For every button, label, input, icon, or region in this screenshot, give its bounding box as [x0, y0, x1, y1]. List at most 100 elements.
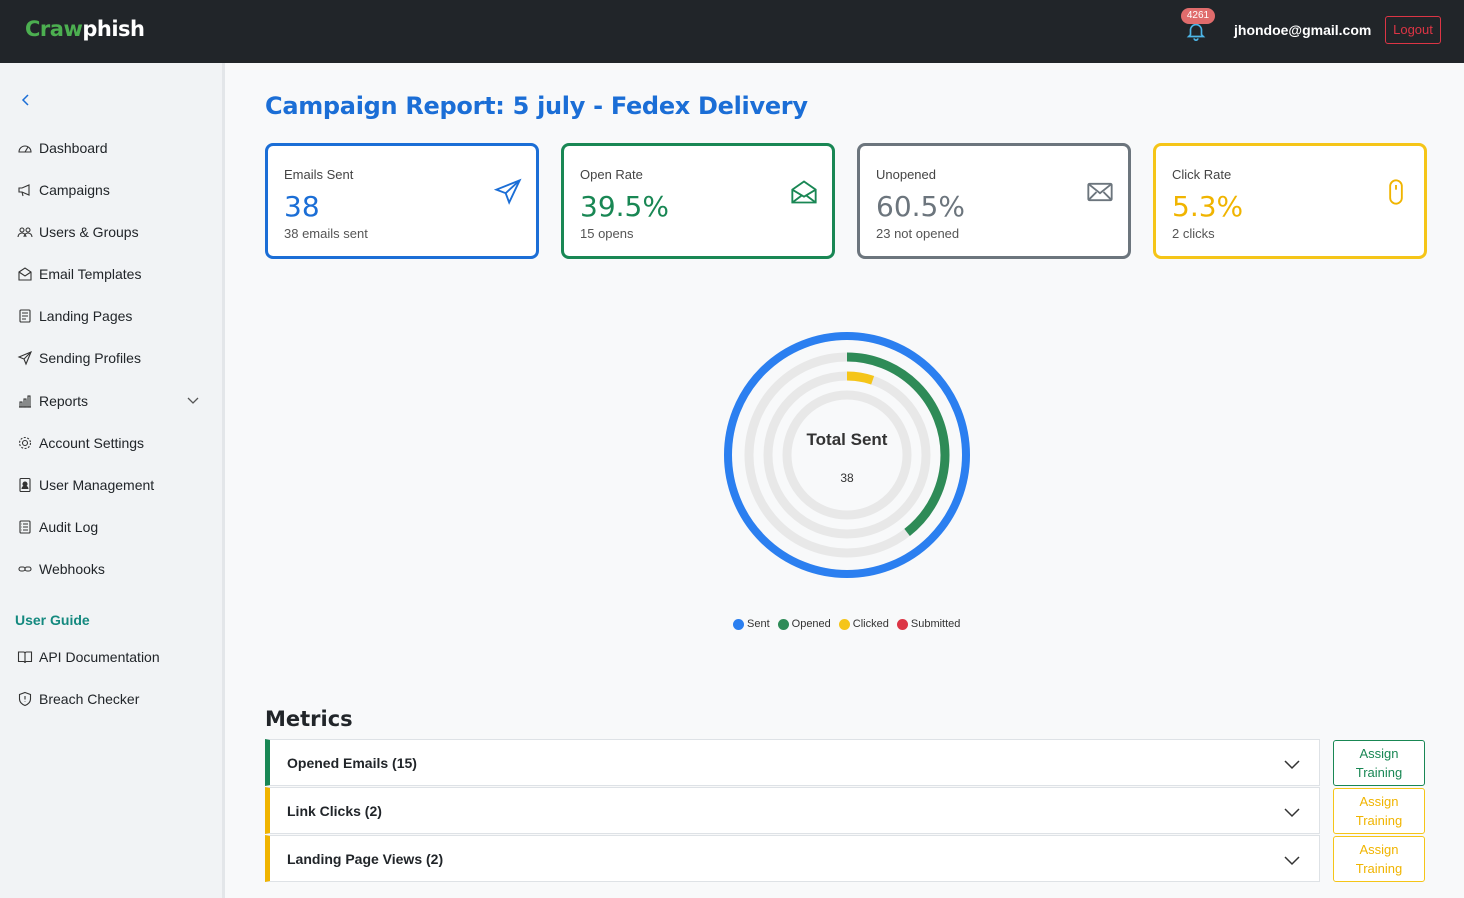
ring-arc-sent[interactable] [724, 332, 970, 578]
sidebar-item-label: Reports [39, 393, 89, 409]
card-subtext: 15 opens [580, 226, 634, 241]
chevron-down-icon[interactable] [1283, 851, 1301, 869]
ring-track-submitted [782, 390, 912, 520]
sidebar-item-label: Breach Checker [39, 691, 140, 707]
legend-label: Submitted [910, 618, 961, 630]
sidebar-item-users-groups[interactable]: Users & Groups [0, 217, 222, 247]
top-navbar: Crawphish 4261 jhondoe@gmail.com Logout [0, 0, 1464, 63]
chart-center-value: 38 [840, 471, 854, 485]
link-icon [18, 566, 32, 572]
sidebar-item-api-documentation[interactable]: API Documentation [0, 642, 222, 672]
open-rate-card: Open Rate 39.5% 15 opens [561, 143, 835, 259]
legend-item-sent[interactable]: Sent [733, 618, 770, 630]
gear-icon [18, 436, 32, 450]
card-label: Click Rate [1172, 167, 1232, 182]
legend-swatch [777, 618, 789, 630]
legend-item-opened[interactable]: Opened [777, 618, 831, 630]
card-value: 39.5% [580, 190, 669, 223]
envelope-open-icon [18, 267, 32, 281]
logout-button[interactable]: Logout [1385, 16, 1441, 44]
sidebar-item-webhooks[interactable]: Webhooks [0, 554, 222, 584]
send-icon [494, 178, 522, 205]
book-icon [17, 651, 33, 664]
envelope-icon [1087, 182, 1113, 202]
sidebar-item-label: Users & Groups [39, 224, 139, 240]
assign-training-button[interactable]: Assign Training [1333, 836, 1425, 882]
sidebar-item-audit-log[interactable]: Audit Log [0, 512, 222, 542]
sidebar-item-dashboard[interactable]: Dashboard [0, 133, 222, 163]
unopened-card: Unopened 60.5% 23 not opened [857, 143, 1131, 259]
ring-arc-opened[interactable] [744, 352, 950, 558]
card-subtext: 2 clicks [1172, 226, 1215, 241]
speedometer-icon [18, 145, 32, 153]
accordion-label: Landing Page Views (2) [287, 850, 444, 867]
sidebar-item-account-settings[interactable]: Account Settings [0, 428, 222, 458]
click-rate-card: Click Rate 5.3% 2 clicks [1153, 143, 1427, 259]
sidebar-item-label: User Management [39, 477, 155, 493]
journal-icon [19, 520, 31, 534]
file-text-icon [19, 309, 31, 323]
sidebar-item-label: Landing Pages [39, 308, 133, 324]
emails-sent-card: Emails Sent 38 38 emails sent [265, 143, 539, 259]
user-email: jhondoe@gmail.com [1234, 22, 1372, 38]
megaphone-icon [18, 184, 30, 197]
person-badge-icon [19, 477, 31, 493]
legend-swatch [733, 618, 744, 630]
legend-item-clicked[interactable]: Clicked [838, 618, 889, 630]
card-label: Open Rate [580, 167, 643, 182]
legend-item-submitted[interactable]: Submitted [896, 618, 961, 630]
sidebar-item-campaigns[interactable]: Campaigns [0, 175, 222, 205]
bell-icon[interactable] [1185, 20, 1207, 42]
sidebar-item-label: API Documentation [39, 649, 160, 665]
send-icon [17, 350, 33, 366]
ring-track-clicked [763, 371, 931, 539]
sidebar-item-landing-pages[interactable]: Landing Pages [0, 301, 222, 331]
logo-part-phish: phish [82, 17, 145, 41]
notification-badge: 4261 [1181, 8, 1215, 24]
sidebar-item-label: Sending Profiles [39, 350, 141, 366]
page-title: Campaign Report: 5 july - Fedex Delivery [265, 92, 808, 120]
card-value: 5.3% [1172, 190, 1244, 223]
legend-label: Clicked [852, 618, 889, 630]
logo-part-craw: Craw [25, 17, 83, 41]
assign-training-button[interactable]: Assign Training [1333, 740, 1425, 786]
sidebar-item-breach-checker[interactable]: Breach Checker [0, 684, 222, 714]
legend-swatch [896, 618, 908, 630]
accordion-label: Opened Emails (15) [287, 754, 417, 771]
assign-training-button[interactable]: Assign Training [1333, 788, 1425, 834]
chart-legend: Sent Opened Clicked Submitted [733, 618, 960, 630]
app-logo[interactable]: Crawphish [25, 17, 145, 41]
shield-icon [18, 691, 32, 707]
sidebar-item-label: Webhooks [39, 561, 105, 577]
sidebar-item-label: Dashboard [39, 140, 108, 156]
card-label: Unopened [876, 167, 936, 182]
card-value: 38 [284, 190, 320, 223]
legend-swatch [838, 618, 850, 630]
bar-chart-icon [19, 395, 31, 408]
chart-center-title: Total Sent [807, 430, 888, 449]
metrics-heading: Metrics [265, 707, 353, 731]
accordion-label: Link Clicks (2) [287, 802, 382, 819]
legend-label: Opened [791, 618, 831, 630]
chevron-left-icon[interactable] [18, 92, 34, 108]
sidebar-item-label: Email Templates [39, 266, 142, 282]
sidebar-item-user-management[interactable]: User Management [0, 470, 222, 500]
chevron-down-icon[interactable] [186, 394, 200, 408]
sidebar-item-sending-profiles[interactable]: Sending Profiles [0, 343, 222, 373]
ring-arc-clicked[interactable] [763, 371, 931, 539]
user-guide-heading: User Guide [15, 612, 90, 628]
sidebar-item-label: Account Settings [39, 435, 145, 451]
sidebar-item-email-templates[interactable]: Email Templates [0, 259, 222, 289]
accordion-opened-emails[interactable]: Opened Emails (15) [265, 739, 1320, 786]
chevron-down-icon[interactable] [1283, 803, 1301, 821]
chevron-down-icon[interactable] [1283, 755, 1301, 773]
sidebar-item-label: Campaigns [39, 182, 110, 198]
envelope-open-icon [791, 180, 817, 204]
mouse-icon [1389, 179, 1403, 205]
accordion-landing-page-views[interactable]: Landing Page Views (2) [265, 835, 1320, 882]
radial-chart-svg: Total Sent 38 [724, 332, 970, 578]
accordion-link-clicks[interactable]: Link Clicks (2) [265, 787, 1320, 834]
sidebar-item-reports[interactable]: Reports [0, 386, 222, 416]
card-label: Emails Sent [284, 167, 354, 182]
card-subtext: 38 emails sent [284, 226, 368, 241]
